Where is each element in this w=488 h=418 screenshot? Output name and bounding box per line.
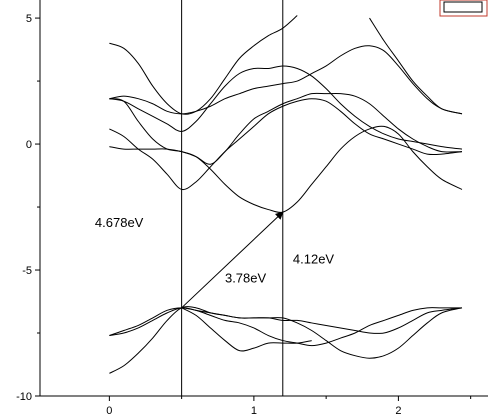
vertical-lines-layer (181, 0, 284, 396)
energy-annotation-1: 4.678eV (95, 215, 144, 230)
band-curve-2 (369, 17, 463, 115)
energy-annotation-3: 4.12eV (293, 252, 335, 267)
band-curve-5 (109, 92, 462, 165)
x-tick-label-2: 1 (251, 405, 257, 417)
corner-box-decoration (439, 0, 488, 17)
x-tick-label-1: 0 (106, 405, 112, 417)
energy-annotation-2: 3.78eV (225, 271, 267, 286)
y-tick-label-4: -10 (16, 391, 32, 403)
band-curve-6 (109, 98, 463, 191)
arrow-layer (181, 211, 284, 309)
y-tick-label-2: 0 (26, 139, 32, 151)
band-curve-4 (109, 45, 463, 115)
band-curve-9 (109, 306, 463, 374)
y-tick-label-1: 5 (26, 13, 32, 25)
band-curve-1 (109, 15, 298, 115)
band-curve-11 (181, 307, 312, 352)
annotations-layer: 4.678eV 3.78eV 4.12eV (95, 215, 335, 285)
y-tick-label-3: -5 (22, 265, 32, 277)
curves-layer (109, 15, 463, 374)
x-tick-label-3: 2 (395, 405, 401, 417)
axes-layer: 5 0 -5 -10 0 1 2 (16, 0, 488, 417)
transition-arrow (181, 211, 284, 309)
